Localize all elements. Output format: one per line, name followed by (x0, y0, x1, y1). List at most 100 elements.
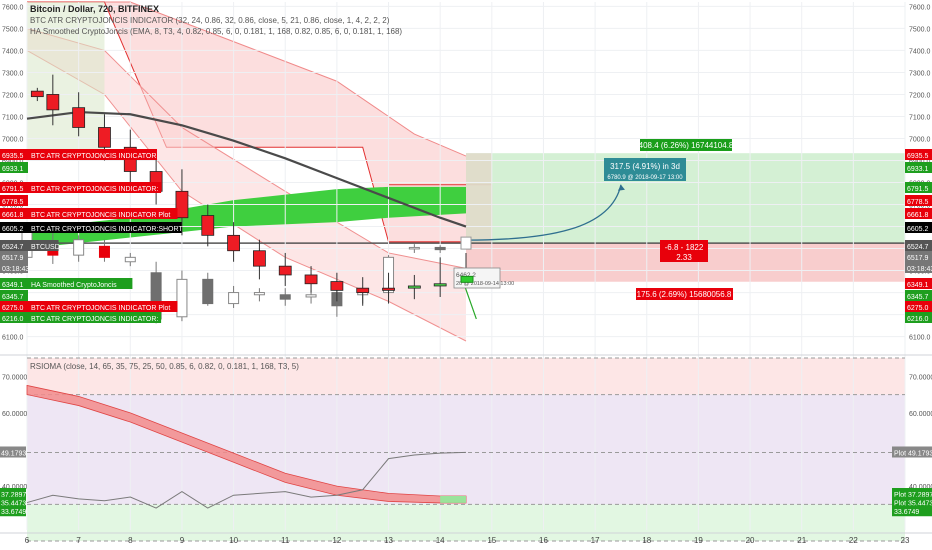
ha-candle[interactable] (124, 256, 136, 263)
left-tag-value-box (0, 182, 28, 193)
candle[interactable] (46, 94, 60, 111)
left-tag-value: 6216.0 (2, 316, 24, 323)
ha-candle[interactable] (176, 278, 188, 318)
left-price-tag[interactable]: 6524.7 BTCUSD (0, 240, 60, 251)
left-tag-value-box (0, 290, 28, 301)
right-tag-value: 6216.0 (907, 316, 929, 323)
left-price-tag[interactable]: 6517.9 (0, 251, 28, 262)
rsi-axis-label: 40.0000 (909, 484, 932, 491)
right-price-tag[interactable]: 6791.5 (905, 182, 932, 193)
candle[interactable] (98, 127, 111, 148)
candle[interactable] (433, 283, 447, 287)
candle[interactable] (253, 250, 266, 267)
right-price-tag[interactable]: 6345.7 (905, 290, 932, 301)
left-tag-label-box (28, 240, 59, 251)
ha-candle[interactable] (228, 292, 240, 305)
candle[interactable] (278, 265, 292, 276)
candle[interactable] (356, 287, 370, 293)
candle[interactable] (227, 234, 240, 252)
tp-label-box[interactable] (640, 139, 732, 151)
left-price-tag[interactable]: 6935.5 BTC ATR CRYPTOJONCIS INDICATOR (0, 149, 157, 160)
right-price-tag[interactable]: 6778.5 (905, 195, 932, 206)
ha-candle[interactable] (408, 246, 420, 250)
left-tag-value: 6275.0 (2, 305, 24, 312)
right-price-tag[interactable]: 6517.9 (905, 251, 932, 262)
price-axis-label: 7000.0 (909, 136, 931, 143)
ha-candle[interactable] (279, 294, 291, 300)
time-axis-label: 15 (487, 536, 496, 545)
rsi-neutral-zone (27, 394, 905, 505)
right-price-tag[interactable]: 6605.2 (905, 222, 932, 233)
right-tag-value: 6517.9 (907, 255, 929, 262)
price-axis-label-left: 6700.0 (2, 203, 24, 210)
projection-arrow[interactable] (465, 184, 622, 241)
projection-label-line2: 6780.9 @ 2018-09-17 13:00 (607, 175, 683, 181)
candle[interactable] (30, 90, 44, 98)
time-axis-label: 22 (849, 536, 858, 545)
right-price-tag[interactable]: 6216.0 (905, 312, 932, 323)
left-tag-value: 6933.1 (2, 166, 24, 173)
ha-candle[interactable] (253, 292, 265, 296)
indicator-atr-legend[interactable]: BTC ATR CRYPTOJONCIS INDICATOR (32, 24, … (30, 16, 390, 25)
rsioma-legend[interactable]: RSIOMA (close, 14, 65, 35, 75, 25, 50, 0… (30, 362, 299, 371)
left-tag-value-box (0, 301, 28, 312)
ha-candle[interactable] (434, 246, 446, 251)
left-tag-label: BTC ATR CRYPTOJONCIS INDICATOR: (31, 316, 158, 323)
right-price-tag[interactable]: 6349.1 (905, 278, 932, 289)
price-axis-label-left: 6100.0 (2, 335, 24, 342)
moving-average-line (26, 110, 467, 228)
ha-candle[interactable] (73, 239, 85, 256)
ha-candle[interactable] (202, 278, 214, 305)
right-price-tag[interactable]: 6661.8 (905, 208, 932, 219)
rsi-right-tag-box (892, 488, 932, 500)
left-price-tag[interactable]: 6349.1 HA Smoothed CryptoJoncis (0, 278, 133, 289)
right-price-tag[interactable]: 6275.0 (905, 301, 932, 312)
ha-candle[interactable] (305, 294, 317, 298)
candle[interactable] (382, 287, 395, 291)
price-axis-label-left: 7200.0 (2, 92, 24, 99)
left-price-tag[interactable]: 6216.0 BTC ATR CRYPTOJONCIS INDICATOR: (0, 312, 162, 323)
right-price-tag[interactable]: 03:18:43 (905, 262, 932, 273)
left-price-tag[interactable]: 6933.1 (0, 162, 28, 173)
ha-candle[interactable] (98, 245, 110, 258)
right-tag-value: 6349.1 (907, 282, 929, 289)
left-price-tag[interactable]: 6605.2 BTC ATR CRYPTOJONCIS INDICATOR:SHO… (0, 222, 183, 233)
candle[interactable] (304, 274, 318, 285)
candle[interactable] (330, 281, 344, 291)
left-price-tag[interactable]: 03:18:43 (0, 262, 29, 273)
right-tag-box (905, 290, 932, 301)
indicator-ha-legend[interactable]: HA Smoothed CryptoJoncis (EMA, 8, T3, 4,… (30, 27, 402, 36)
rsi-oversold-zone (27, 504, 905, 541)
left-price-tag[interactable]: 6345.7 (0, 290, 28, 301)
left-price-tag[interactable]: 6791.5 BTC ATR CRYPTOJONCIS INDICATOR: (0, 182, 162, 193)
left-price-tag[interactable]: 6778.5 (0, 195, 28, 206)
price-axis-label: 7500.0 (909, 26, 931, 33)
sl-label-box[interactable] (636, 288, 733, 300)
candle[interactable] (175, 190, 189, 219)
candle[interactable] (72, 107, 86, 128)
rr-label-box[interactable] (660, 240, 708, 262)
rsi-axis-label-left: 60.0000 (2, 411, 27, 418)
left-price-tag[interactable]: 6661.8 BTC ATR CRYPTOJONCIS INDICATOR Plo… (0, 208, 178, 219)
left-tag-label: HA Smoothed CryptoJoncis (31, 282, 117, 289)
left-tag-value: 6524.7 (2, 244, 24, 251)
rsi-right-tag-box (892, 505, 932, 517)
atr-band-short (27, 2, 466, 242)
rsi-axis-label: 60.0000 (909, 411, 932, 418)
hover-tooltip-line2: 20 @ 2018-09-14 13:00 (456, 281, 514, 287)
entry-marker[interactable] (460, 236, 472, 250)
left-tag-value-box (0, 262, 28, 273)
right-price-tag[interactable]: 6933.1 (905, 162, 932, 173)
candle[interactable] (201, 215, 215, 236)
projection-label-box[interactable] (604, 158, 686, 181)
rsi-right-tag-value: 33.6749 (894, 509, 919, 516)
candle[interactable] (407, 285, 421, 289)
right-price-tag[interactable]: 6935.5 (905, 149, 932, 160)
right-price-tag[interactable]: 6524.7 (905, 240, 932, 251)
projection-arrow-head (617, 184, 625, 191)
right-tag-value: 6275.0 (907, 305, 929, 312)
rsi-right-tag-value: Plot 49.1793 (894, 450, 932, 457)
left-price-tag[interactable]: 6275.0 BTC ATR CRYPTOJONCIS INDICATOR Plo… (0, 301, 178, 312)
current-bar-marker (460, 275, 474, 283)
